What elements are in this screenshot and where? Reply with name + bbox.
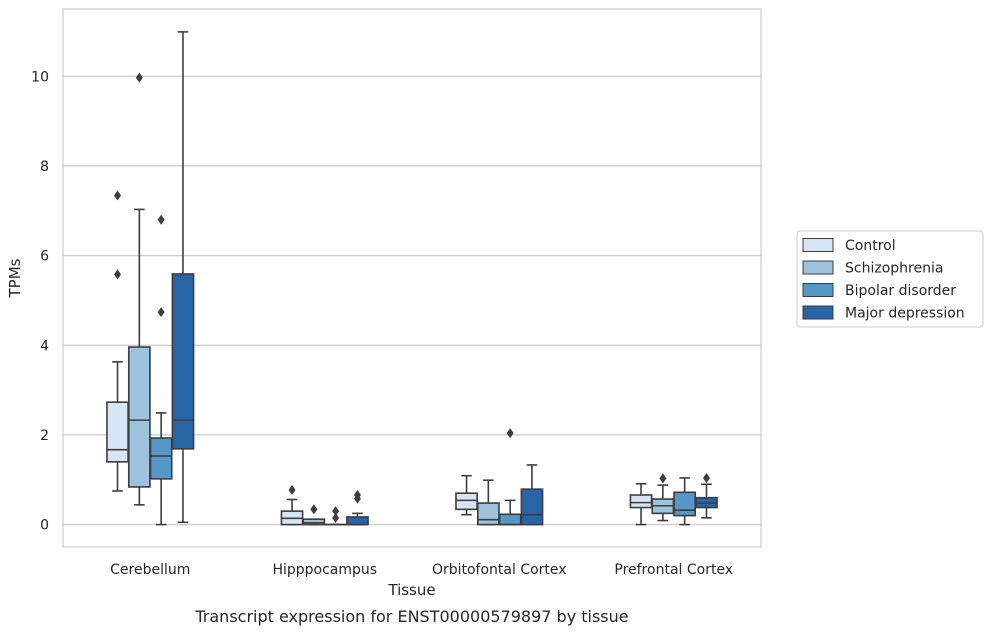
box-body — [478, 503, 499, 525]
box-body — [456, 493, 477, 509]
legend-swatch — [803, 306, 833, 319]
legend-swatch — [803, 261, 833, 274]
outlier-point — [158, 307, 165, 317]
box-body — [303, 519, 324, 524]
y-tick-label-2: 2 — [40, 428, 49, 444]
outlier-point — [332, 506, 339, 516]
box-3-2 — [674, 478, 695, 525]
box-3-1 — [652, 473, 673, 520]
y-tick-label-6: 6 — [40, 249, 49, 265]
legend-label: Control — [845, 238, 896, 254]
box-body — [172, 274, 193, 449]
box-body — [674, 492, 695, 515]
box-1-0 — [281, 485, 302, 525]
legend-item-3: Major depression — [803, 306, 965, 322]
outlier-point — [136, 73, 143, 83]
legend-item-2: Bipolar disorder — [803, 283, 956, 299]
box-body — [107, 402, 128, 462]
box-layer — [107, 32, 717, 525]
box-1-1 — [303, 504, 324, 524]
outlier-point — [114, 191, 121, 201]
outlier-point — [289, 485, 296, 495]
y-tick-labels: 0 2 4 6 8 10 — [31, 69, 49, 533]
box-2-2 — [500, 428, 521, 524]
legend: Control Schizophrenia Bipolar disorder Majo… — [797, 231, 983, 327]
outlier-point — [310, 504, 317, 514]
box-3-3 — [696, 473, 717, 518]
outlier-point — [507, 428, 514, 438]
y-axis-label: TPMs — [6, 258, 24, 298]
legend-item-1: Schizophrenia — [803, 261, 943, 277]
box-body — [151, 438, 172, 479]
x-tick-label-2: Orbitofontal Cortex — [432, 562, 567, 578]
box-0-2 — [151, 215, 172, 525]
outlier-point — [659, 473, 666, 483]
legend-label: Bipolar disorder — [845, 283, 956, 299]
box-0-1 — [129, 73, 150, 505]
x-tick-label-1: Hipppocampus — [272, 562, 377, 578]
box-body — [521, 489, 542, 524]
y-tick-label-0: 0 — [40, 518, 49, 534]
box-0-0 — [107, 191, 128, 491]
legend-label: Major depression — [845, 306, 965, 322]
box-body — [129, 347, 150, 487]
x-tick-labels: Cerebellum Hipppocampus Orbitofontal Corte… — [110, 562, 733, 578]
x-tick-label-3: Prefrontal Cortex — [614, 562, 733, 578]
outlier-point — [703, 473, 710, 483]
box-2-3 — [521, 465, 542, 525]
box-1-2 — [325, 506, 346, 524]
box-2-0 — [456, 476, 477, 515]
box-body — [500, 514, 521, 524]
box-body — [630, 495, 651, 508]
outlier-point — [114, 269, 121, 279]
box-2-1 — [478, 480, 499, 524]
legend-label: Schizophrenia — [845, 261, 943, 277]
box-body — [347, 517, 368, 525]
y-tick-label-10: 10 — [31, 69, 49, 85]
y-tick-label-4: 4 — [40, 338, 49, 354]
y-tick-label-8: 8 — [40, 159, 49, 175]
box-1-3 — [347, 490, 368, 525]
legend-swatch — [803, 284, 833, 297]
legend-swatch — [803, 239, 833, 252]
box-0-3 — [172, 32, 193, 522]
chart-caption: Transcript expression for ENST0000057989… — [194, 607, 628, 626]
outlier-point — [158, 215, 165, 225]
x-tick-label-0: Cerebellum — [110, 562, 190, 578]
legend-item-0: Control — [803, 238, 896, 254]
x-axis-label: Tissue — [387, 581, 435, 599]
box-3-0 — [630, 484, 651, 525]
